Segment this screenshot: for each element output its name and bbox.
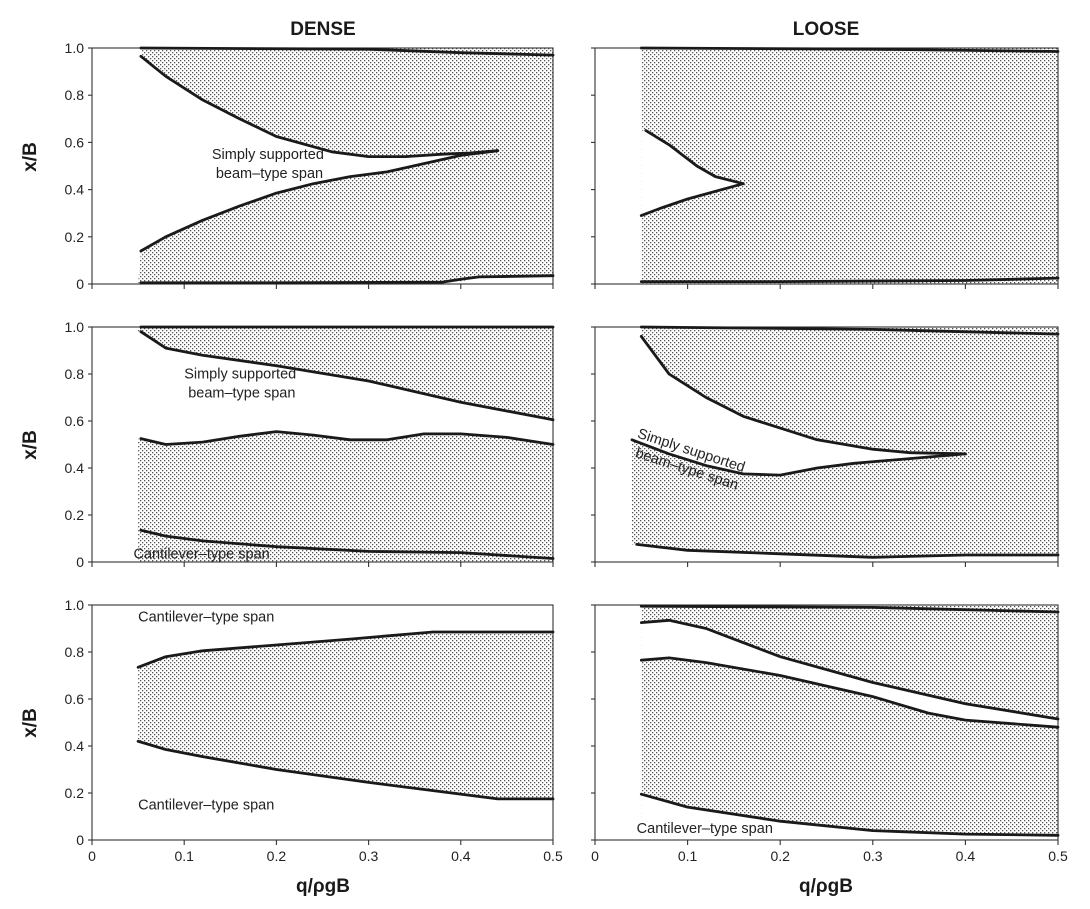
span-annotation: Cantilever–type span (138, 609, 274, 625)
x-tick-label: 0.3 (359, 848, 379, 864)
boundary-curve (139, 54, 500, 158)
y-tick-label: 0.6 (65, 413, 85, 429)
y-tick-label: 0 (76, 832, 84, 848)
shaded-region (138, 327, 553, 420)
panel-dense-3: 0 0.2 0.4 0.6 0.8 1.0 0 0.1 0.2 0.3 0.4 0.5 Cantilev… (65, 597, 563, 864)
x-tick-label: 0.2 (770, 848, 790, 864)
x-axis-label-dense: q/ρgB (296, 876, 350, 897)
x-tick-label: 0.1 (678, 848, 698, 864)
panel-loose-2: Simply supportedbeam–type span (591, 325, 1060, 567)
unshaded-region (641, 794, 1058, 840)
boundary-curve (139, 430, 555, 446)
y-tick-label: 0.2 (65, 785, 85, 801)
y-tick-label: 0.4 (65, 738, 85, 754)
column-title-loose: LOOSE (793, 19, 860, 40)
span-annotation: Cantilever–type span (138, 797, 274, 813)
y-tick-label: 0.6 (65, 691, 85, 707)
shaded-region (641, 327, 1058, 454)
y-tick-label: 0.8 (65, 644, 85, 660)
span-annotation: Simply supported beam–type span (212, 147, 324, 182)
y-tick-label: 0.4 (65, 460, 85, 476)
annotation-line: beam–type span (188, 386, 295, 402)
y-tick-label: 0.2 (65, 507, 85, 523)
y-tick-label: 0 (76, 276, 84, 292)
span-annotation: Simply supported beam–type span (184, 367, 296, 402)
column-title-dense: DENSE (290, 19, 355, 40)
boundary-curve (136, 739, 555, 801)
y-tick-label: 1.0 (65, 40, 85, 56)
annotation-line: Cantilever–type span (138, 609, 274, 625)
annotation-line: Simply supported (184, 367, 296, 383)
x-tick-label: 0.3 (863, 848, 883, 864)
panel-loose-3: 0 0.1 0.2 0.3 0.4 0.5 Cantilever–type span (591, 604, 1068, 864)
shaded-region (632, 439, 1058, 558)
x-tick-label: 0.5 (543, 848, 563, 864)
x-axis-label-loose: q/ρgB (799, 876, 853, 897)
y-tick-label: 0.8 (65, 87, 85, 103)
boundary-curve (139, 46, 555, 57)
panel-frame (594, 604, 1059, 841)
boundary-curve (139, 330, 555, 422)
boundary-curve (639, 335, 967, 456)
x-tick-label: 0.2 (267, 848, 287, 864)
unshaded-region (641, 130, 744, 216)
y-tick-label: 0.2 (65, 229, 85, 245)
annotation-line: Cantilever–type span (133, 546, 269, 562)
y-axis-label-row-3: x/B (20, 708, 41, 738)
annotation-line: Simply supported (212, 147, 324, 163)
boundary-curve (639, 276, 1060, 283)
boundary-curve (639, 656, 1060, 729)
x-tick-label: 0 (88, 848, 96, 864)
y-tick-label: 0 (76, 554, 84, 570)
x-tick-label: 0.1 (174, 848, 194, 864)
x-tick-label: 0.4 (956, 848, 976, 864)
span-annotation: Cantilever–type span (133, 546, 269, 562)
boundary-curve (136, 630, 555, 669)
span-annotation: Cantilever–type span (637, 821, 773, 837)
panel-frame (594, 326, 1059, 563)
boundary-curve (639, 792, 1060, 837)
panel-frame (91, 604, 554, 841)
y-tick-label: 0.6 (65, 134, 85, 150)
panels: 0 0.2 0.4 0.6 0.8 1.0 Simply supported beam–typ… (65, 40, 1068, 864)
y-axis-label-row-2: x/B (20, 430, 41, 460)
annotation-line: Cantilever–type span (637, 821, 773, 837)
panel-dense-2: 0 0.2 0.4 0.6 0.8 1.0 Simply supported beam–typ… (65, 319, 555, 570)
boundary-curve (630, 438, 967, 477)
unshaded-region (641, 620, 1058, 728)
boundary-curve (639, 182, 745, 217)
boundary-curve (139, 149, 500, 253)
shaded-region (138, 632, 553, 799)
boundary-curve (639, 618, 1060, 721)
boundary-curve (139, 528, 555, 560)
x-tick-label: 0.5 (1048, 848, 1068, 864)
x-tick-label: 0.4 (451, 848, 471, 864)
boundary-curve (639, 604, 1060, 614)
shaded-region (138, 48, 553, 283)
x-tick-label: 0 (591, 848, 599, 864)
shaded-region (641, 48, 1058, 284)
shaded-region (138, 431, 553, 562)
y-tick-label: 1.0 (65, 597, 85, 613)
panel-loose-1 (591, 46, 1060, 289)
boundary-curve (635, 543, 1060, 559)
panel-dense-1: 0 0.2 0.4 0.6 0.8 1.0 Simply supported beam–typ… (65, 40, 555, 292)
boundary-curve (639, 46, 1060, 53)
boundary-curve (139, 274, 555, 285)
annotation-line: beam–type span (216, 166, 323, 182)
annotation-line: Cantilever–type span (138, 797, 274, 813)
boundary-curve (644, 129, 745, 186)
boundary-curve (639, 325, 1060, 336)
y-axis-label-row-1: x/B (20, 142, 41, 172)
y-tick-label: 1.0 (65, 319, 85, 335)
y-tick-label: 0.8 (65, 366, 85, 382)
y-tick-label: 0.4 (65, 182, 85, 198)
